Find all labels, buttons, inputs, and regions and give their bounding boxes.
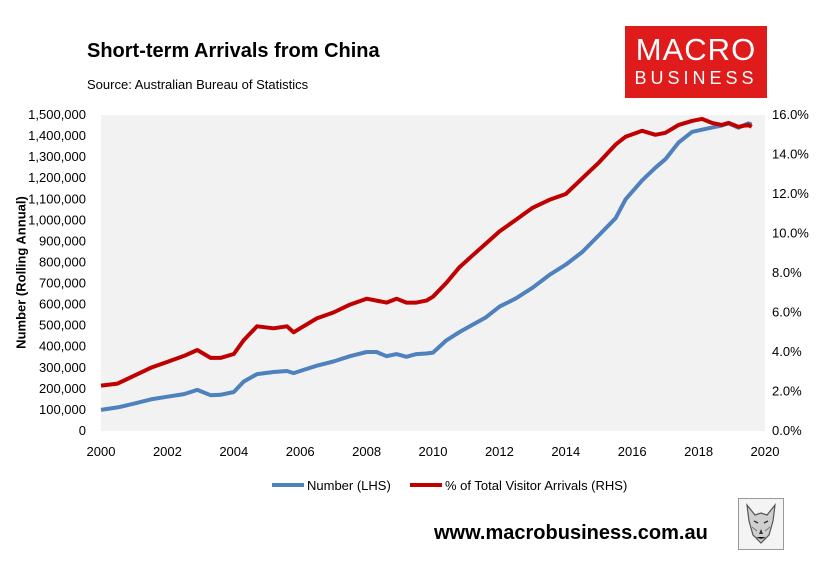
x-tick-label: 2008 <box>352 444 381 459</box>
plot-area <box>101 115 765 431</box>
x-tick-label: 2004 <box>219 444 248 459</box>
y2-tick-label: 12.0% <box>772 186 809 201</box>
y-tick-label: 200,000 <box>39 381 86 396</box>
y2-tick-label: 6.0% <box>772 305 802 320</box>
logo-line-2: BUSINESS <box>634 68 758 88</box>
y-tick-label: 1,100,000 <box>28 191 86 206</box>
x-tick-label: 2006 <box>286 444 315 459</box>
x-tick-label: 2002 <box>153 444 182 459</box>
x-tick-label: 2020 <box>751 444 780 459</box>
y-tick-label: 1,500,000 <box>28 107 86 122</box>
y-tick-label: 0 <box>79 423 86 438</box>
y-tick-label: 500,000 <box>39 318 86 333</box>
y-tick-label: 700,000 <box>39 276 86 291</box>
chart-title: Short-term Arrivals from China <box>87 40 380 62</box>
macro-business-logo: MACRO BUSINESS <box>625 26 767 98</box>
x-tick-label: 2014 <box>551 444 580 459</box>
x-tick-label: 2018 <box>684 444 713 459</box>
y2-tick-label: 8.0% <box>772 265 802 280</box>
y-tick-label: 1,200,000 <box>28 170 86 185</box>
legend-label: Number (LHS) <box>307 478 391 493</box>
x-tick-label: 2016 <box>618 444 647 459</box>
series-line-share <box>100 116 753 388</box>
y2-tick-label: 2.0% <box>772 384 802 399</box>
y-tick-label: 1,400,000 <box>28 128 86 143</box>
wolf-icon <box>738 498 784 550</box>
website-url[interactable]: www.macrobusiness.com.au <box>434 522 708 544</box>
y-tick-label: 600,000 <box>39 297 86 312</box>
y2-tick-label: 16.0% <box>772 107 809 122</box>
source-note: Source: Australian Bureau of Statistics <box>87 77 309 92</box>
x-tick-label: 2010 <box>419 444 448 459</box>
legend-label: % of Total Visitor Arrivals (RHS) <box>445 478 627 493</box>
logo-line-1: MACRO <box>635 32 757 67</box>
series-line-number <box>100 121 753 412</box>
y-tick-label: 100,000 <box>39 402 86 417</box>
y-tick-label: 900,000 <box>39 233 86 248</box>
y-tick-label: 400,000 <box>39 339 86 354</box>
x-tick-label: 2000 <box>87 444 116 459</box>
y2-tick-label: 4.0% <box>772 344 802 359</box>
y2-tick-label: 0.0% <box>772 423 802 438</box>
line-chart: 0 100,000 200,000 300,000 400,000 500,000 600,… <box>28 107 809 493</box>
y2-tick-label: 10.0% <box>772 226 809 241</box>
x-tick-label: 2012 <box>485 444 514 459</box>
y-tick-label: 300,000 <box>39 360 86 375</box>
y-tick-label: 1,000,000 <box>28 212 86 227</box>
y2-tick-label: 14.0% <box>772 147 809 162</box>
y-tick-label: 1,300,000 <box>28 149 86 164</box>
y-tick-label: 800,000 <box>39 254 86 269</box>
